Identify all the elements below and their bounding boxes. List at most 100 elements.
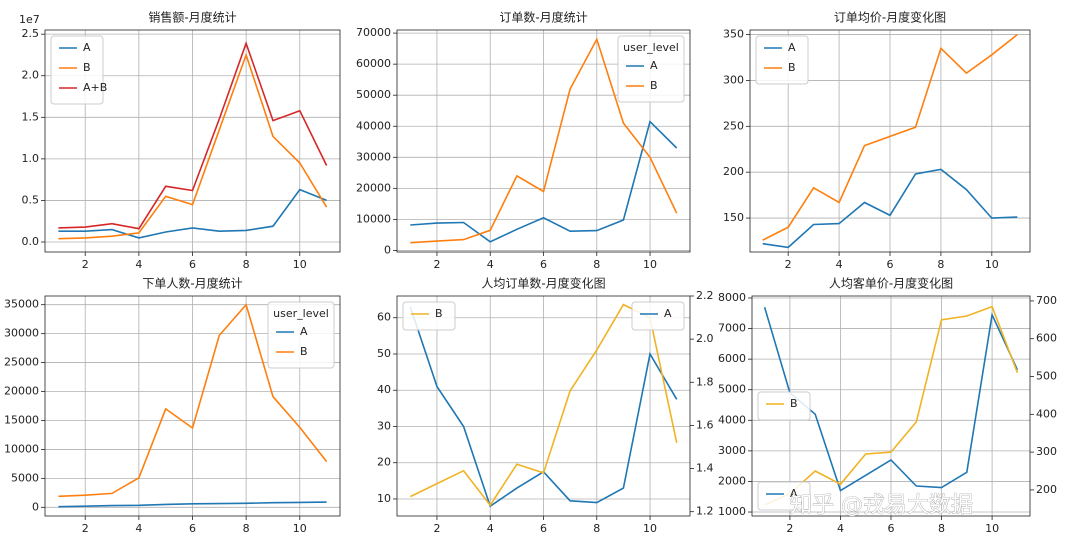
y-tick-label: 40000	[356, 119, 391, 132]
x-tick-label: 8	[593, 522, 600, 535]
y-tick-label: 0.0	[22, 235, 40, 248]
y-tick-label: 30000	[4, 327, 39, 340]
y-tick-label: 30	[377, 419, 391, 432]
y-tick-label: 1.5	[22, 110, 40, 123]
y-tick-label: 150	[723, 211, 744, 224]
y-tick-label: 70000	[356, 26, 391, 39]
y-tick-label: 2000	[718, 474, 746, 487]
y2-tick-label: 1.6	[696, 418, 714, 431]
y-tick-label: 200	[723, 165, 744, 178]
legend-label: A	[790, 487, 798, 500]
x-tick-label: 6	[888, 522, 895, 535]
legend-title: user_level	[273, 307, 329, 320]
axes-frame	[751, 295, 1031, 517]
legend-box	[50, 35, 104, 105]
x-tick-label: 4	[836, 258, 843, 271]
x-tick-label: 2	[785, 258, 792, 271]
x-tick-label: 6	[887, 258, 894, 271]
series-line	[762, 33, 1018, 241]
x-tick-label: 8	[938, 522, 945, 535]
x-tick-label: 10	[293, 522, 307, 535]
x-tick-label: 2	[433, 258, 440, 271]
series-line	[762, 168, 1018, 249]
legend-label: B	[435, 307, 443, 320]
series-line	[58, 52, 328, 240]
legend-title: user_level	[623, 41, 679, 54]
legend-label: B	[300, 345, 308, 358]
y-tick-label: 40	[377, 383, 391, 396]
legend-label: A	[664, 307, 672, 320]
y-tick-label: 15000	[4, 413, 39, 426]
x-tick-label: 8	[243, 258, 250, 271]
y-tick-label: 10	[377, 492, 391, 505]
y-tick-label: 25000	[4, 356, 39, 369]
legend-label: A	[788, 41, 796, 54]
x-tick-label: 4	[837, 522, 844, 535]
x-tick-label: 6	[189, 258, 196, 271]
y-tick-label: 3000	[718, 444, 746, 457]
x-tick-label: 10	[643, 258, 657, 271]
y-tick-label: 5000	[718, 383, 746, 396]
chart-title: 下单人数-月度统计	[142, 276, 242, 291]
y2-tick-label: 200	[1036, 483, 1057, 496]
y-tick-label: 250	[723, 119, 744, 132]
series-line	[58, 40, 328, 230]
y2-tick-label: 1.4	[696, 462, 714, 475]
y-tick-label: 0.5	[22, 193, 40, 206]
series-line	[58, 501, 327, 508]
y-tick-label: 7000	[718, 322, 746, 335]
x-tick-label: 6	[540, 522, 547, 535]
legend-box	[402, 301, 456, 331]
y-tick-label: 20000	[356, 181, 391, 194]
y-tick-label: 0	[384, 243, 391, 256]
legend-label: B	[790, 397, 798, 410]
y-offset-label: 1e7	[19, 13, 40, 26]
legend-label: B	[650, 79, 658, 92]
x-tick-label: 4	[135, 258, 142, 271]
axes-frame	[396, 295, 691, 517]
legend-box	[631, 301, 685, 331]
y-tick-label: 50000	[356, 88, 391, 101]
y-tick-label: 30000	[356, 150, 391, 163]
legend-label: B	[83, 61, 91, 74]
x-tick-label: 6	[189, 522, 196, 535]
chart-title: 人均客单价-月度变化图	[829, 276, 953, 291]
x-tick-label: 2	[786, 522, 793, 535]
x-tick-label: 8	[243, 522, 250, 535]
chart-title: 人均订单数-月度变化图	[481, 276, 605, 291]
y2-tick-label: 1.8	[696, 375, 714, 388]
y2-tick-label: 2.2	[696, 289, 714, 302]
y-tick-label: 300	[723, 73, 744, 86]
x-tick-label: 10	[643, 522, 657, 535]
chart-title: 订单均价-月度变化图	[834, 10, 946, 25]
y2-tick-label: 700	[1036, 294, 1057, 307]
legend-label: B	[788, 61, 796, 74]
legend-box	[757, 391, 811, 421]
series-line	[58, 303, 328, 498]
y-tick-label: 20000	[4, 385, 39, 398]
axes-frame	[749, 29, 1031, 253]
series-line	[764, 305, 1019, 506]
axes-frame	[396, 29, 691, 253]
y2-tick-label: 2.0	[696, 332, 714, 345]
y-tick-label: 6000	[718, 352, 746, 365]
x-tick-label: 4	[487, 258, 494, 271]
x-tick-label: 4	[487, 522, 494, 535]
chart-title: 销售额-月度统计	[148, 10, 236, 25]
legend-label: A	[300, 325, 308, 338]
y-tick-label: 10000	[356, 212, 391, 225]
y2-tick-label: 1.2	[696, 505, 714, 518]
y-tick-label: 2.5	[22, 27, 40, 40]
y-tick-label: 1.0	[22, 152, 40, 165]
series-line	[410, 37, 678, 244]
y-tick-label: 0	[32, 500, 39, 513]
y-tick-label: 35000	[4, 298, 39, 311]
y-tick-label: 4000	[718, 413, 746, 426]
y-tick-label: 2.0	[22, 69, 40, 82]
series-line	[410, 120, 678, 243]
x-tick-label: 10	[985, 522, 999, 535]
x-tick-label: 8	[593, 258, 600, 271]
watermark: 知乎 @戎易大数据	[790, 493, 973, 518]
y-tick-label: 8000	[718, 291, 746, 304]
x-tick-label: 2	[433, 522, 440, 535]
